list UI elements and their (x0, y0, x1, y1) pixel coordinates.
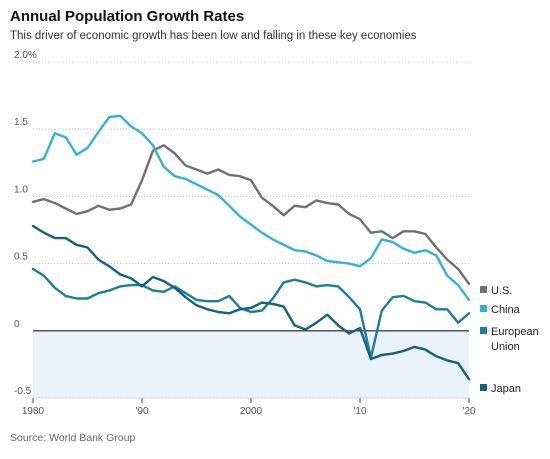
series-line-eu (31, 267, 471, 359)
legend-swatch-us (480, 286, 487, 293)
y-tick-label: 0.5 (14, 252, 28, 263)
legend-swatch-eu (480, 327, 487, 334)
y-tick-label: -0.5 (14, 386, 32, 397)
y-tick-label: 0 (14, 319, 20, 330)
legend-label-china: China (491, 304, 521, 316)
x-tick-label: '20 (462, 406, 475, 417)
negative-region-shade (33, 330, 469, 398)
x-tick-label: '10 (353, 406, 366, 417)
x-tick-label: 2000 (240, 406, 263, 417)
legend-label-us: U.S. (491, 285, 512, 297)
x-tick-label: 1980 (22, 406, 45, 417)
chart-title: Annual Population Growth Rates (10, 8, 245, 25)
legend-swatch-china (480, 305, 487, 312)
legend-label-japan: Japan (491, 383, 521, 395)
series-line-us (31, 144, 471, 285)
legend-label-eu: Union (491, 341, 520, 353)
series-line-japan (31, 224, 471, 381)
y-tick-label: 1.5 (14, 117, 28, 128)
series-line-china (31, 114, 471, 302)
y-tick-label: 2.0% (14, 50, 37, 61)
chart-subtitle: This driver of economic growth has been … (10, 30, 417, 42)
x-tick-label: '90 (135, 406, 148, 417)
source-note: Source: World Bank Group (10, 432, 136, 444)
legend-swatch-japan (480, 384, 487, 391)
y-tick-label: 1.0 (14, 184, 28, 195)
legend-label-eu: European (491, 326, 539, 338)
